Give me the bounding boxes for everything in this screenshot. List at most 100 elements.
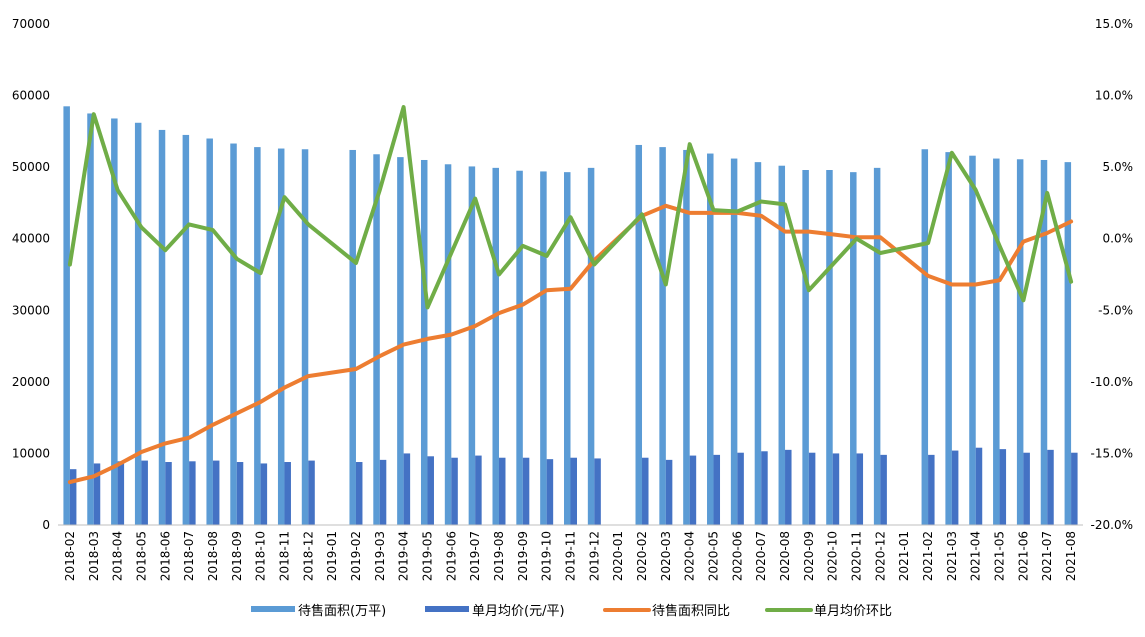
legend-label-price: 单月均价(元/平)	[472, 604, 565, 619]
bar-area	[206, 138, 213, 525]
bar-area	[873, 167, 881, 525]
legend-item-price-mom: 单月均价环比	[765, 604, 892, 619]
bar-price	[642, 457, 649, 525]
x-tick-label: 2019-05	[420, 531, 434, 581]
x-tick-label: 2019-03	[373, 531, 387, 581]
bar-area	[254, 147, 261, 526]
x-tick-label: 2021-04	[969, 531, 983, 581]
x-tick-label: 2020-01	[611, 531, 625, 581]
x-tick-label: 2020-09	[802, 531, 816, 581]
left-tick-label: 60000	[12, 89, 50, 103]
bar-price	[260, 463, 268, 525]
bar-area	[182, 134, 190, 525]
bar-area	[754, 162, 762, 525]
x-tick-label: 2019-02	[349, 531, 363, 581]
x-tick-label: 2020-04	[683, 531, 697, 581]
bar-area	[277, 148, 285, 525]
x-tick-label: 2018-06	[158, 531, 172, 581]
bar-price	[785, 449, 792, 525]
bar-area	[993, 158, 1000, 525]
bar-price	[189, 461, 196, 525]
bar-price	[832, 453, 840, 525]
bar-area	[707, 153, 714, 525]
right-axis-ticks: -20.0% -15.0% -10.0% -5.0% 0.0% 5.0% 10.0% 15.0…	[1091, 17, 1133, 532]
x-tick-label: 2020-12	[873, 531, 887, 581]
x-tick-label: 2019-09	[516, 531, 530, 581]
bar-area	[850, 172, 857, 525]
left-tick-label: 50000	[12, 160, 50, 174]
bar-price	[403, 453, 411, 525]
x-axis-tick-labels: 2018-02 2018-03 2018-04 2018-05 2018-06 2018-…	[63, 531, 1078, 581]
bar-price	[999, 449, 1007, 525]
right-tick-label: 5.0%	[1103, 160, 1134, 174]
bar-price	[379, 459, 387, 525]
bar-price	[546, 459, 554, 525]
right-tick-label: 15.0%	[1095, 17, 1133, 31]
legend-swatch-area	[251, 606, 295, 612]
legend-label-price-mom: 单月均价环比	[814, 604, 892, 619]
bar-price	[808, 452, 816, 525]
x-tick-label: 2020-07	[754, 531, 768, 581]
left-axis-ticks: 0 10000 20000 30000 40000 50000 60000 70000	[12, 17, 50, 532]
bar-price	[69, 469, 77, 525]
bar-price	[594, 458, 601, 525]
bar-price	[141, 460, 148, 525]
bar-price	[761, 451, 768, 525]
bar-area	[802, 170, 809, 525]
bar-price	[93, 463, 101, 525]
bar-price	[236, 462, 244, 525]
bar-price	[1023, 452, 1030, 525]
x-tick-label: 2018-08	[206, 531, 220, 581]
bar-price	[427, 456, 434, 525]
bar-price	[975, 447, 983, 525]
bar-area	[397, 157, 404, 525]
bar-area	[969, 155, 976, 526]
x-tick-label: 2020-10	[826, 531, 840, 581]
right-tick-label: -15.0%	[1091, 446, 1133, 460]
bar-area	[134, 122, 142, 526]
bar-area	[301, 149, 309, 525]
bar-series	[63, 106, 1078, 526]
bar-price	[689, 455, 697, 525]
left-tick-label: 40000	[12, 232, 50, 246]
line-series	[67, 105, 1074, 485]
bar-price	[880, 454, 887, 525]
right-tick-label: 10.0%	[1095, 89, 1133, 103]
bar-price	[928, 454, 935, 525]
bar-price	[713, 454, 721, 525]
left-tick-label: 30000	[12, 303, 50, 317]
bar-area	[1064, 162, 1072, 525]
bar-area	[516, 170, 523, 525]
x-tick-label: 2018-09	[230, 531, 244, 581]
bar-area	[921, 149, 929, 525]
x-tick-label: 2018-07	[182, 531, 196, 581]
bar-price	[355, 462, 363, 525]
x-tick-label: 2021-02	[921, 531, 935, 581]
x-tick-label: 2021-03	[945, 531, 959, 581]
bar-area	[63, 106, 70, 526]
x-tick-label: 2019-08	[492, 531, 506, 581]
left-tick-label: 10000	[12, 446, 50, 460]
bar-price	[284, 462, 291, 525]
bar-area	[468, 166, 476, 526]
bar-price	[522, 457, 530, 525]
x-tick-label: 2018-12	[301, 531, 315, 581]
x-tick-label: 2021-05	[993, 531, 1007, 581]
bar-area	[373, 154, 380, 525]
x-tick-label: 2020-11	[850, 531, 864, 581]
bar-area	[659, 147, 666, 526]
bar-area	[87, 113, 94, 525]
legend-swatch-price	[425, 606, 469, 612]
bar-area	[420, 159, 428, 525]
x-tick-label: 2021-07	[1040, 531, 1054, 581]
bar-price	[498, 457, 506, 525]
x-tick-label: 2019-12	[587, 531, 601, 581]
bar-price	[475, 455, 482, 525]
bar-area	[587, 167, 595, 525]
bar-price	[856, 453, 864, 525]
right-tick-label: -20.0%	[1091, 518, 1133, 532]
right-tick-label: 0.0%	[1103, 232, 1134, 246]
x-tick-label: 2020-05	[707, 531, 721, 581]
bar-area	[492, 167, 499, 525]
bar-price	[737, 452, 744, 525]
